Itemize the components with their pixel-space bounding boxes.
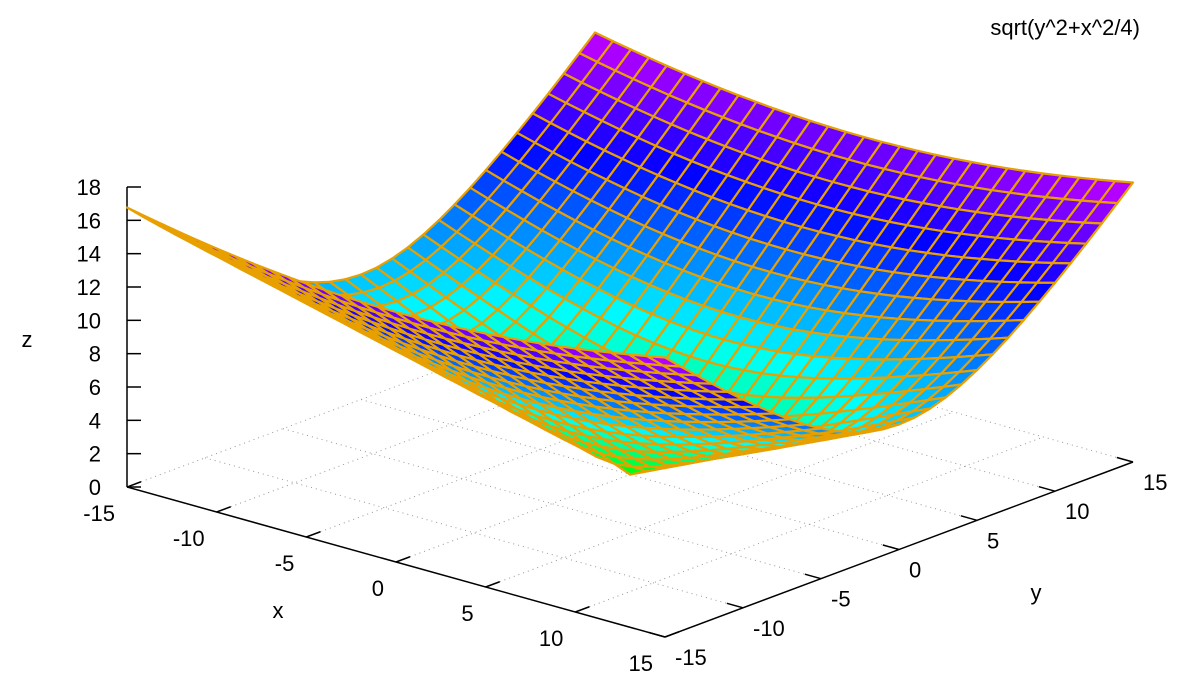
y-tick-label: 5 xyxy=(987,528,999,553)
x-tick-label: -10 xyxy=(173,526,205,551)
z-tick-label: 2 xyxy=(89,442,101,467)
y-axis-label: y xyxy=(1031,580,1042,605)
y-tick-label: 10 xyxy=(1065,499,1089,524)
grid-line-y xyxy=(438,369,978,521)
axes xyxy=(126,186,1134,638)
y-tick xyxy=(882,544,900,551)
x-tick-label: 0 xyxy=(372,576,384,601)
z-tick-label: 4 xyxy=(89,408,101,433)
y-tick xyxy=(804,573,822,580)
z-tick-label: 14 xyxy=(77,242,101,267)
grid-line-y xyxy=(282,428,822,580)
z-tick-label: 8 xyxy=(89,342,101,367)
y-tick-label: -15 xyxy=(675,645,707,670)
x-tick-label: 5 xyxy=(461,601,473,626)
y-tick xyxy=(648,631,666,638)
x-tick xyxy=(485,581,500,588)
grid-line-y xyxy=(360,399,900,550)
x-tick-label: 10 xyxy=(539,626,563,651)
y-tick-label: -5 xyxy=(831,587,851,612)
y-tick-label: -10 xyxy=(753,616,785,641)
y-tick-label: 0 xyxy=(909,558,921,583)
plot-title: sqrt(y^2+x^2/4) xyxy=(990,15,1140,40)
y-tick xyxy=(960,515,978,522)
x-tick-label: -15 xyxy=(83,501,115,526)
z-tick-label: 0 xyxy=(89,475,101,500)
x-tick xyxy=(216,506,231,513)
y-tick-label: 15 xyxy=(1143,470,1167,495)
grid-line-y xyxy=(204,457,744,609)
x-tick xyxy=(395,556,411,563)
x-tick xyxy=(664,631,680,638)
x-tick-label: -5 xyxy=(275,551,295,576)
labels: -15 -10 -5 0 5 10 15 -15 -10 -5 0 5 10 15 0 2 4 6 8 10 12 14 1… xyxy=(77,175,1168,676)
y-tick xyxy=(726,602,744,609)
z-tick-label: 12 xyxy=(77,275,101,300)
surface-patch xyxy=(645,355,682,368)
x-tick xyxy=(306,531,321,538)
grid-line-y xyxy=(594,311,1134,463)
x-axis-label: x xyxy=(273,598,284,623)
x-tick xyxy=(575,606,590,613)
x-tick-label: 15 xyxy=(629,651,653,676)
surface xyxy=(125,31,1135,476)
grid-line-y xyxy=(516,340,1056,492)
z-tick-label: 16 xyxy=(77,208,101,233)
z-tick-label: 6 xyxy=(89,375,101,400)
x-tick xyxy=(126,481,142,488)
z-axis-label: z xyxy=(22,327,33,352)
y-tick xyxy=(1116,456,1134,463)
y-tick xyxy=(1038,485,1056,492)
z-tick-label: 18 xyxy=(77,175,101,200)
z-tick-label: 10 xyxy=(77,308,101,333)
